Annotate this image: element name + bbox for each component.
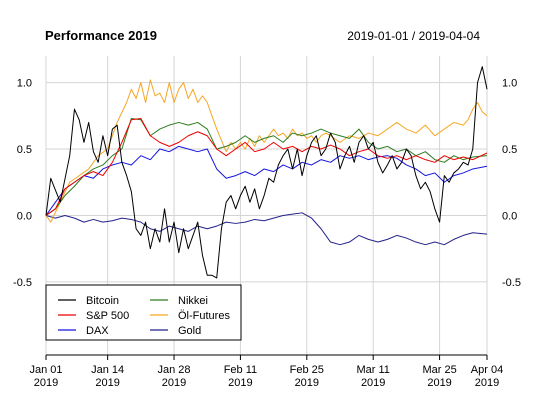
series-line-dax — [45, 145, 488, 216]
y-tick-label-left: 1.0 — [17, 78, 32, 90]
y-tick-label-left: 0.5 — [17, 144, 32, 156]
chart-title: Performance 2019 — [45, 28, 157, 43]
x-tick-label-year: 2019 — [95, 377, 119, 389]
series-line-s-p-500 — [45, 117, 488, 216]
grid — [45, 56, 488, 355]
x-tick-label: Jan 14 — [91, 364, 124, 376]
x-tick-label: Mar 11 — [356, 364, 389, 376]
date-range: 2019-01-01 / 2019-04-04 — [347, 29, 480, 43]
y-tick-label-right: -0.5 — [502, 277, 521, 289]
x-tick-label-year: 2019 — [162, 377, 186, 389]
y-tick-label-left: -0.5 — [13, 277, 32, 289]
x-tick-label: Apr 04 — [471, 364, 503, 376]
legend-label-l-futures: Öl-Futures — [178, 310, 230, 322]
x-tick-label: Jan 28 — [158, 364, 191, 376]
x-tick-label: Jan 01 — [29, 364, 62, 376]
legend-label-bitcoin: Bitcoin — [86, 295, 119, 307]
series-lines — [45, 66, 488, 279]
y-tick-label-right: 1.0 — [502, 78, 517, 90]
legend-label-dax: DAX — [86, 325, 109, 337]
y-tick-label-right: 0.5 — [502, 144, 517, 156]
y-tick-label-left: 0.0 — [17, 210, 32, 222]
x-tick-label: Mar 25 — [422, 364, 456, 376]
series-line-l-futures — [45, 79, 488, 223]
x-tick-label-year: 2019 — [295, 377, 319, 389]
x-tick-label-year: 2019 — [361, 377, 385, 389]
y-axis-right: 1.0 0.5 0.0 -0.5 — [502, 78, 521, 289]
series-line-bitcoin — [45, 66, 488, 279]
legend-label-nikkei: Nikkei — [178, 295, 208, 307]
x-tick-label-year: 2019 — [228, 377, 252, 389]
x-tick-label: Feb 11 — [224, 364, 257, 376]
y-axis-left: 1.0 0.5 0.0 -0.5 — [13, 78, 32, 289]
series-line-nikkei — [45, 117, 488, 216]
x-tick-label: Feb 25 — [290, 364, 324, 376]
x-tick-label-year: 2019 — [34, 377, 58, 389]
y-tick-label-right: 0.0 — [502, 210, 517, 222]
x-tick-label-year: 2019 — [427, 377, 451, 389]
legend-label-s-p-500: S&P 500 — [86, 310, 129, 322]
series-line-gold — [45, 212, 488, 246]
x-tick-label-year: 2019 — [475, 377, 499, 389]
legend: Bitcoin S&P 500 DAX Nikkei Öl-Futures Gold — [45, 284, 242, 341]
legend-box — [45, 284, 242, 341]
legend-label-gold: Gold — [178, 325, 201, 337]
